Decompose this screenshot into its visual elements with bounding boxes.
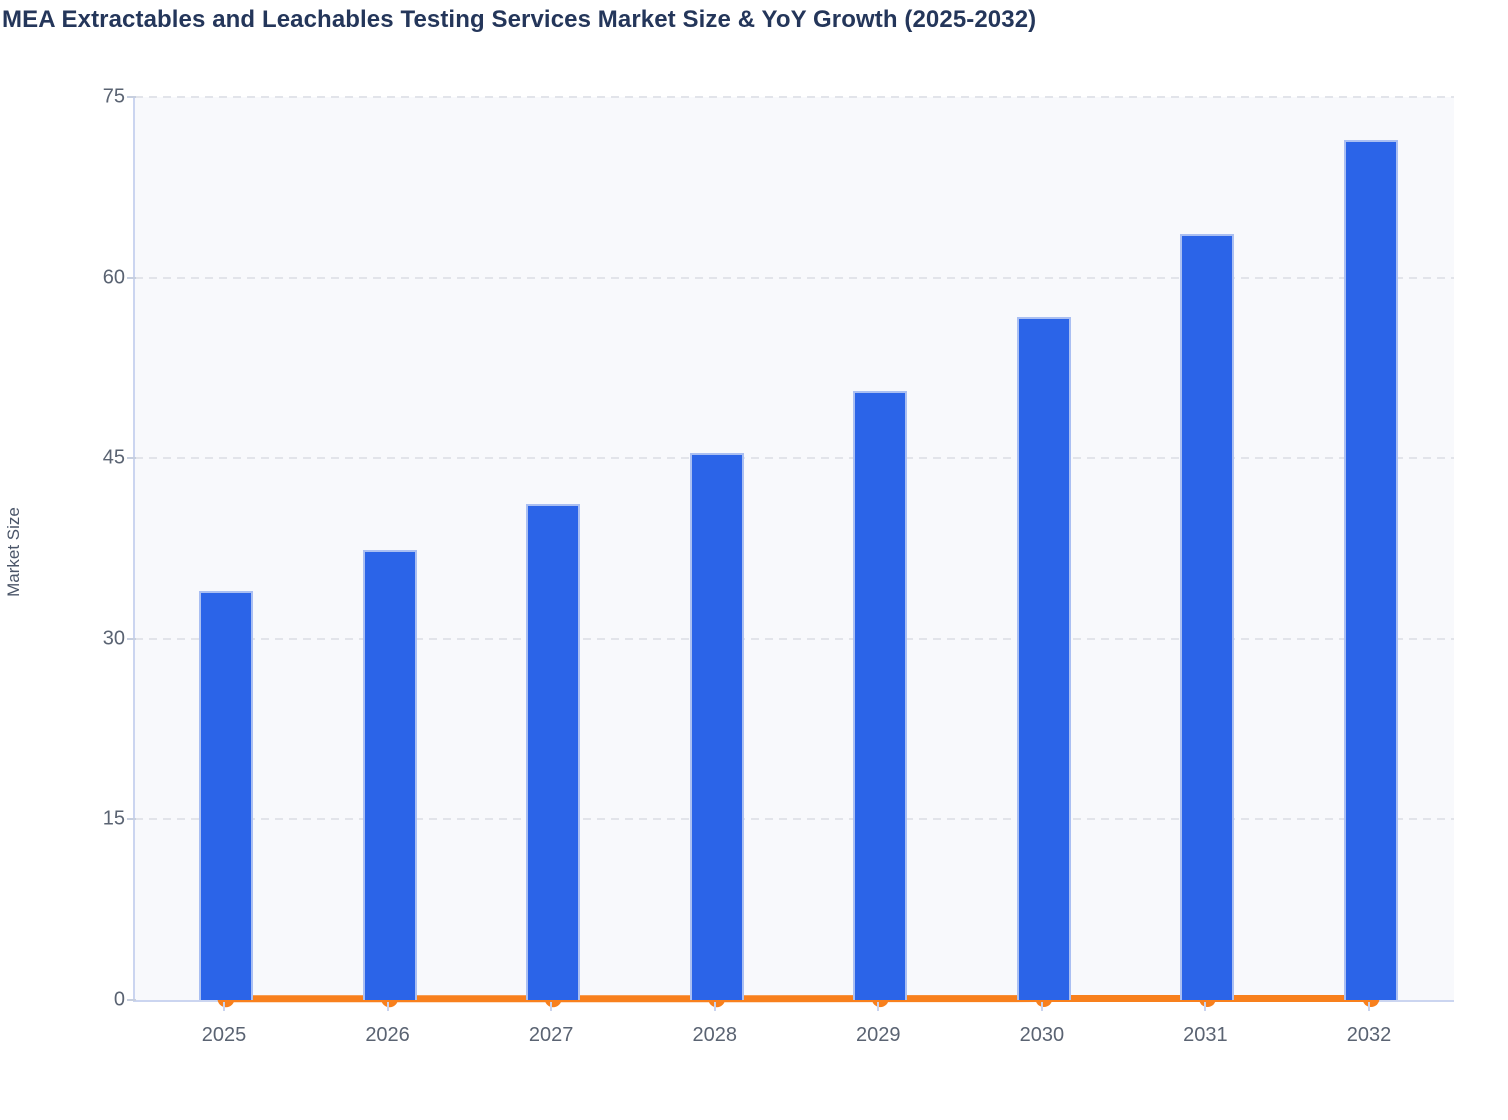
x-tick-label-2026: 2026: [365, 1024, 410, 1046]
x-tick-label-2029: 2029: [856, 1024, 901, 1046]
bar-2028[interactable]: [689, 453, 744, 1000]
gridline-60: [135, 276, 1454, 279]
y-tick-label-45: 45: [102, 446, 125, 469]
bar-2029[interactable]: [853, 390, 908, 1000]
bar-2030[interactable]: [1016, 317, 1071, 1000]
gridline-15: [135, 818, 1454, 821]
y-tick-label-0: 0: [113, 988, 125, 1011]
bar-2027[interactable]: [526, 503, 581, 1000]
x-tick-label-2027: 2027: [528, 1024, 574, 1046]
y-tick-mark-30: [127, 637, 136, 640]
y-tick-mark-0: [127, 999, 136, 1001]
bar-2026[interactable]: [362, 549, 417, 1000]
bar-2032[interactable]: [1343, 140, 1398, 1000]
x-tick-label-2032: 2032: [1346, 1024, 1392, 1046]
plot-area: [133, 96, 1454, 1008]
x-tick-label-2030: 2030: [1019, 1024, 1065, 1046]
x-tick-mark-2025: [223, 1002, 225, 1011]
x-tick-mark-2031: [1204, 1002, 1207, 1011]
y-tick-label-75: 75: [102, 85, 125, 108]
x-tick-mark-2032: [1367, 1002, 1370, 1011]
y-axis-title: Market Size: [4, 507, 23, 597]
bar-2025[interactable]: [199, 590, 253, 1000]
y-tick-label-30: 30: [102, 627, 125, 650]
x-tick-label-2031: 2031: [1183, 1024, 1228, 1046]
x-tick-mark-2027: [550, 1002, 553, 1011]
x-tick-mark-2030: [1040, 1002, 1043, 1011]
x-tick-mark-2029: [877, 1002, 880, 1011]
x-tick-label-2028: 2028: [692, 1024, 737, 1046]
x-tick-mark-2026: [386, 1002, 389, 1011]
y-tick-mark-45: [127, 457, 136, 460]
gridline-75: [135, 96, 1454, 98]
chart-title: MEA Extractables and Leachables Testing …: [2, 6, 1037, 33]
bar-2031[interactable]: [1180, 234, 1235, 1000]
y-tick-label-60: 60: [102, 266, 125, 289]
x-tick-label-2025: 2025: [201, 1024, 247, 1046]
x-tick-mark-2028: [713, 1002, 716, 1011]
y-tick-mark-15: [127, 818, 136, 821]
gridline-45: [135, 457, 1454, 460]
y-tick-mark-60: [127, 276, 136, 279]
y-tick-mark-75: [127, 96, 136, 98]
y-tick-label-15: 15: [102, 807, 125, 830]
yoy-growth-line-layer: [217, 990, 1380, 1008]
gridline-30: [135, 637, 1454, 640]
